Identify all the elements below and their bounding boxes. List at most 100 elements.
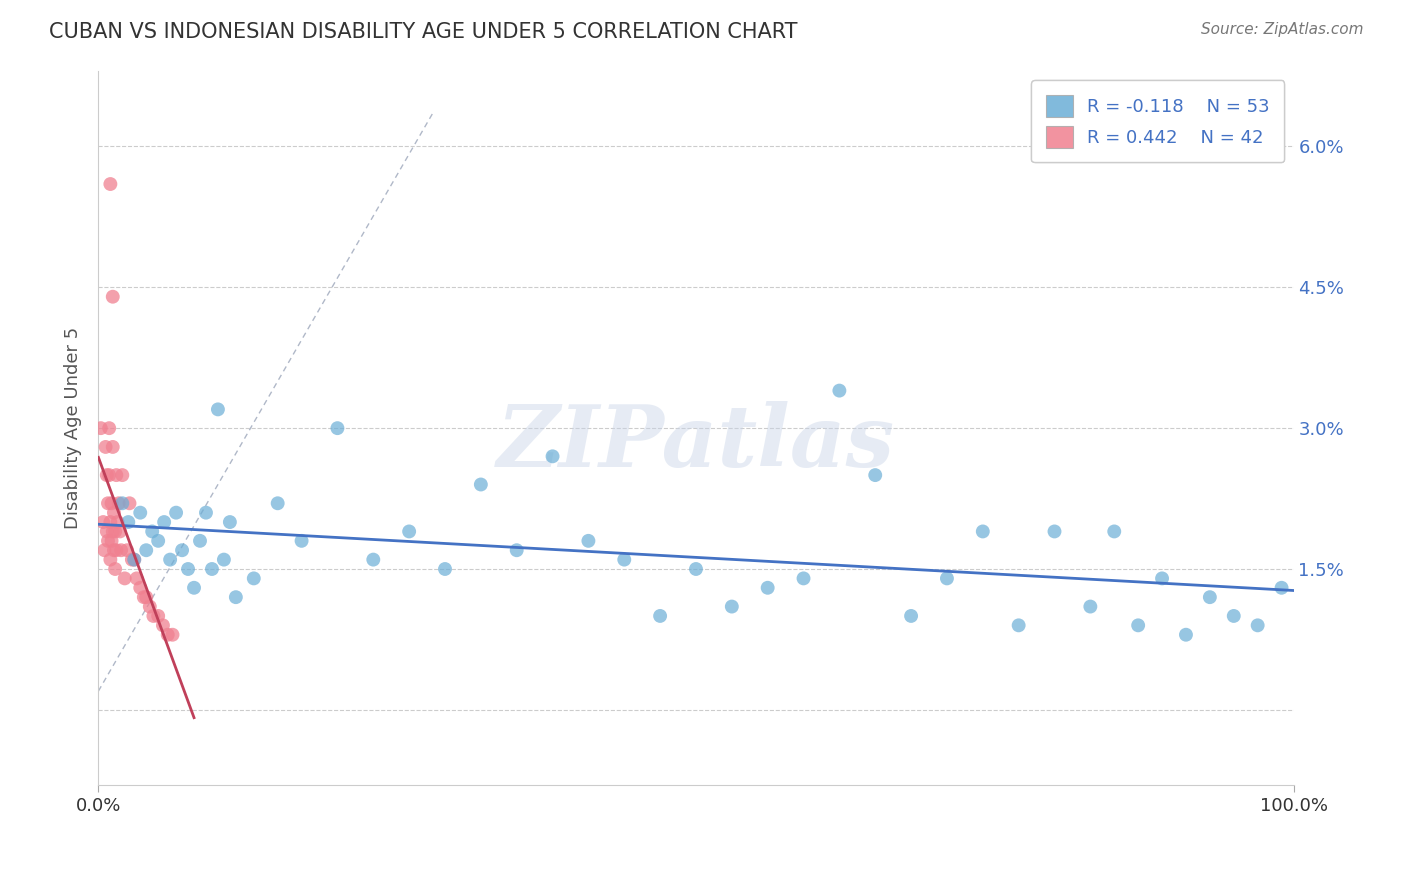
Point <box>685 562 707 576</box>
Point <box>118 496 141 510</box>
Point <box>195 506 218 520</box>
Point <box>98 515 122 529</box>
Point <box>1271 581 1294 595</box>
Point <box>506 543 529 558</box>
Point <box>865 468 887 483</box>
Point <box>96 468 118 483</box>
Point <box>159 552 181 566</box>
Point <box>142 609 165 624</box>
Point <box>972 524 994 539</box>
Point <box>936 571 959 585</box>
Point <box>107 515 129 529</box>
Point <box>111 468 134 483</box>
Point <box>470 477 492 491</box>
Point <box>104 562 127 576</box>
Point <box>267 496 290 510</box>
Point <box>98 468 121 483</box>
Point <box>1104 524 1126 539</box>
Point <box>129 581 152 595</box>
Point <box>219 515 242 529</box>
Point <box>225 590 247 604</box>
Point <box>103 506 125 520</box>
Point <box>152 618 174 632</box>
Point <box>156 628 179 642</box>
Point <box>1223 609 1246 624</box>
Point <box>141 524 163 539</box>
Point <box>96 524 118 539</box>
Point <box>114 571 136 585</box>
Point <box>117 515 139 529</box>
Point <box>188 533 211 548</box>
Point <box>139 599 162 614</box>
Point <box>97 496 120 510</box>
Point <box>107 496 129 510</box>
Point <box>1043 524 1066 539</box>
Point <box>101 524 124 539</box>
Point <box>129 506 152 520</box>
Point <box>165 506 187 520</box>
Point <box>1080 599 1102 614</box>
Point <box>105 543 128 558</box>
Point <box>363 552 385 566</box>
Point <box>125 571 148 585</box>
Point <box>1199 590 1222 604</box>
Y-axis label: Disability Age Under 5: Disability Age Under 5 <box>65 327 83 529</box>
Point <box>148 533 170 548</box>
Point <box>578 533 600 548</box>
Point <box>124 552 146 566</box>
Point <box>207 402 229 417</box>
Text: ZIPatlas: ZIPatlas <box>496 401 896 484</box>
Point <box>124 552 146 566</box>
Text: Source: ZipAtlas.com: Source: ZipAtlas.com <box>1201 22 1364 37</box>
Point <box>434 562 457 576</box>
Point <box>721 599 744 614</box>
Point <box>91 515 114 529</box>
Text: CUBAN VS INDONESIAN DISABILITY AGE UNDER 5 CORRELATION CHART: CUBAN VS INDONESIAN DISABILITY AGE UNDER… <box>49 22 797 42</box>
Point <box>1247 618 1270 632</box>
Point <box>103 543 125 558</box>
Point <box>111 496 134 510</box>
Point <box>110 543 132 558</box>
Point <box>93 543 115 558</box>
Point <box>291 533 314 548</box>
Point <box>135 590 157 604</box>
Point <box>98 177 122 191</box>
Point <box>101 440 124 454</box>
Point <box>398 524 420 539</box>
Point <box>172 543 194 558</box>
Point <box>115 543 138 558</box>
Point <box>1175 628 1198 642</box>
Legend: R = -0.118    N = 53, R = 0.442    N = 42: R = -0.118 N = 53, R = 0.442 N = 42 <box>1032 80 1285 162</box>
Point <box>105 468 128 483</box>
Point <box>148 609 170 624</box>
Point <box>94 440 117 454</box>
Point <box>243 571 266 585</box>
Point <box>98 421 121 435</box>
Point <box>828 384 851 398</box>
Point <box>1152 571 1174 585</box>
Point <box>756 581 779 595</box>
Point <box>90 421 112 435</box>
Point <box>1128 618 1150 632</box>
Point <box>97 533 120 548</box>
Point <box>162 628 184 642</box>
Point <box>104 524 127 539</box>
Point <box>100 496 122 510</box>
Point <box>541 450 564 464</box>
Point <box>108 524 131 539</box>
Point <box>613 552 636 566</box>
Point <box>900 609 922 624</box>
Point <box>177 562 200 576</box>
Point <box>98 552 122 566</box>
Point <box>183 581 205 595</box>
Point <box>135 543 157 558</box>
Point <box>132 590 155 604</box>
Point <box>121 552 143 566</box>
Point <box>201 562 224 576</box>
Point <box>648 609 672 624</box>
Point <box>153 515 176 529</box>
Point <box>1008 618 1031 632</box>
Point <box>793 571 815 585</box>
Point <box>101 290 124 304</box>
Point <box>212 552 235 566</box>
